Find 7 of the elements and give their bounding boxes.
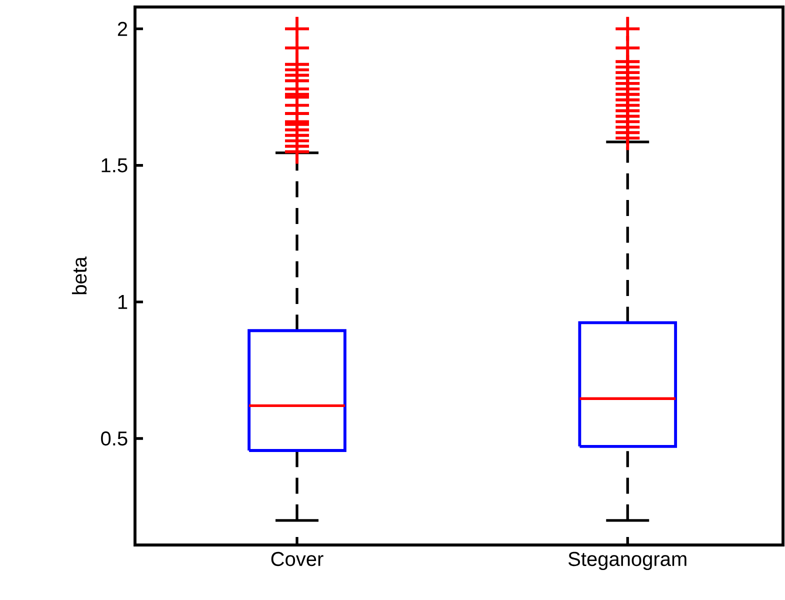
y-tick-label: 0.5	[101, 431, 128, 446]
y-axis-title: beta	[72, 256, 87, 294]
y-tick-label: 2	[118, 22, 128, 36]
x-tick-label: Steganogram	[568, 552, 686, 570]
y-tick-label: 1	[118, 295, 128, 309]
y-tick-label: 1.5	[102, 158, 128, 172]
x-tick-label: Cover	[271, 552, 324, 566]
